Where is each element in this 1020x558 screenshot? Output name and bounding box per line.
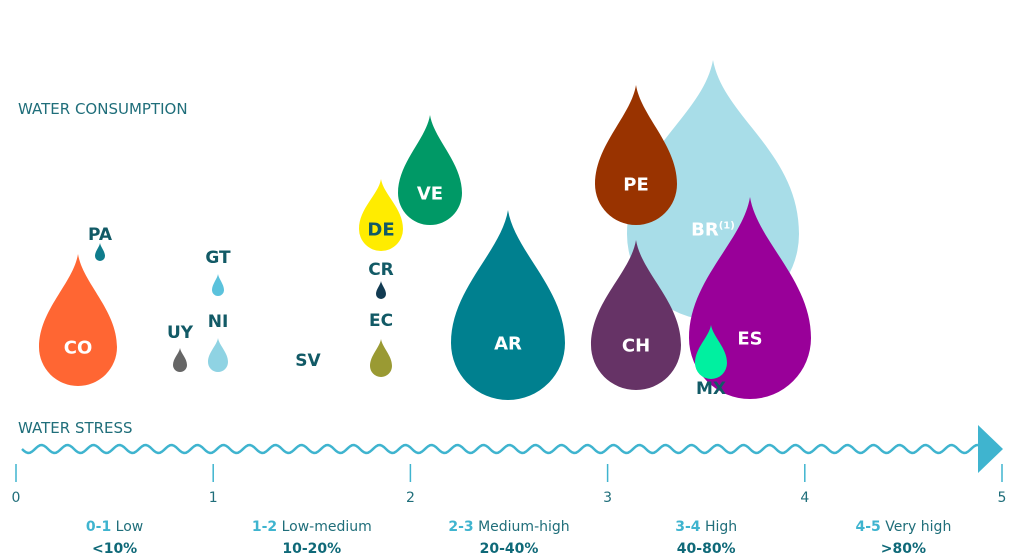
- water-stress-wave-axis: [21, 443, 979, 455]
- legend-percent-label: 10-20%: [282, 541, 341, 557]
- drop-ch: CH: [591, 240, 681, 390]
- drop-shape-ni: [208, 338, 228, 372]
- drop-uy: UY: [167, 323, 194, 372]
- drop-sv: SV: [295, 351, 321, 371]
- country-label: GT: [205, 248, 231, 268]
- drop-ar: AR: [451, 210, 565, 400]
- country-label: NI: [208, 312, 229, 332]
- country-label: PE: [623, 174, 649, 195]
- tick-label: 2: [406, 490, 415, 506]
- country-label: PA: [88, 225, 113, 245]
- country-label: CR: [368, 260, 394, 280]
- drop-shape-ve: [398, 115, 462, 225]
- tick-label: 4: [800, 490, 809, 506]
- drop-pa: PA: [88, 225, 113, 261]
- drop-ve: VE: [398, 115, 462, 225]
- drop-gt: GT: [205, 248, 231, 296]
- drop-shape-ch: [591, 240, 681, 390]
- drop-shape-de: [359, 179, 403, 251]
- drop-pe: PE: [595, 85, 678, 226]
- drop-shape-co: [39, 254, 117, 386]
- country-label: AR: [494, 333, 522, 354]
- drop-de: DE: [359, 179, 403, 251]
- legend-range-label: 4-5 Very high: [855, 519, 951, 535]
- drop-cr: CR: [368, 260, 394, 299]
- legend-percent-label: 20-40%: [480, 541, 539, 557]
- legend-range-label: 2-3 Medium-high: [448, 519, 569, 535]
- drop-shape-ar: [451, 210, 565, 400]
- drop-shape-cr: [376, 281, 386, 299]
- tick-label: 0: [12, 490, 21, 506]
- country-label: MX: [696, 379, 726, 399]
- legend-range-label: 0-1 Low: [86, 519, 143, 535]
- tick-label: 3: [603, 490, 612, 506]
- country-label: CO: [64, 337, 93, 358]
- y-axis-label: WATER CONSUMPTION: [18, 100, 188, 118]
- axis-arrowhead: [978, 425, 1003, 473]
- country-label: UY: [167, 323, 194, 343]
- drop-shape-pe: [595, 85, 678, 226]
- tick-label: 1: [209, 490, 218, 506]
- country-label: SV: [295, 351, 321, 371]
- legend-range-label: 1-2 Low-medium: [252, 519, 372, 535]
- drop-shape-mx: [695, 325, 727, 379]
- drop-shape-uy: [173, 348, 187, 372]
- drop-co: CO: [39, 254, 117, 386]
- country-label: ES: [737, 328, 762, 349]
- drop-ni: NI: [208, 312, 229, 372]
- drop-shape-pa: [95, 243, 105, 261]
- tick-label: 5: [998, 490, 1007, 506]
- drop-ec: EC: [369, 311, 393, 377]
- legend-range-label: 3-4 High: [675, 519, 737, 535]
- drop-shape-ec: [370, 339, 392, 377]
- legend-percent-label: <10%: [92, 541, 137, 557]
- country-label: VE: [417, 183, 443, 204]
- legend-percent-label: 40-80%: [677, 541, 736, 557]
- x-axis-label: WATER STRESS: [18, 419, 133, 437]
- country-label: EC: [369, 311, 393, 331]
- drop-shape-gt: [212, 274, 224, 296]
- country-label: CH: [622, 335, 650, 356]
- legend-percent-label: >80%: [881, 541, 926, 557]
- country-label: DE: [367, 219, 394, 240]
- drop-mx: MX: [695, 325, 727, 399]
